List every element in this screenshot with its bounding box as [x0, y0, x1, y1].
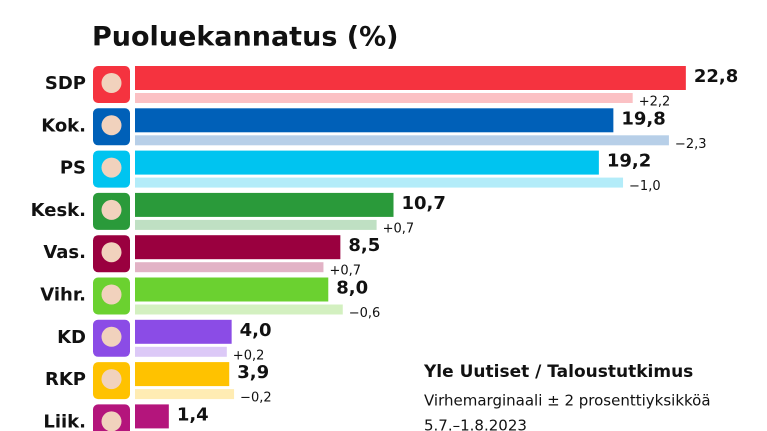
change-label: +0,7: [329, 264, 361, 279]
value-label: 1,4: [177, 404, 209, 425]
bar: [135, 66, 686, 90]
category-label: Vas.: [43, 242, 86, 263]
category-label: Kesk.: [31, 200, 86, 221]
change-label: −2,3: [675, 137, 707, 152]
portrait-face: [101, 411, 122, 431]
portrait-face: [101, 369, 122, 390]
previous-bar: [135, 93, 633, 103]
portrait-face: [101, 157, 122, 178]
change-label: +2,2: [639, 95, 671, 110]
portrait-face: [101, 73, 122, 93]
category-label: KD: [57, 327, 86, 348]
change-label: −0,6: [349, 306, 381, 321]
previous-bar: [135, 304, 343, 315]
bar: [135, 235, 341, 260]
bar: [135, 404, 169, 429]
category-label: Liik.: [43, 411, 86, 431]
previous-bar: [135, 135, 669, 146]
value-label: 4,0: [240, 320, 272, 341]
chart-title: Puoluekannatus (%): [92, 22, 399, 53]
change-label: −0,2: [240, 391, 272, 406]
category-label: Vihr.: [40, 285, 86, 306]
portrait-face: [101, 284, 122, 305]
bar: [135, 319, 232, 344]
value-label: 19,8: [621, 108, 665, 129]
bar: [135, 192, 394, 217]
change-label: +0,7: [383, 221, 415, 236]
category-label: Kok.: [41, 115, 86, 136]
value-label: 8,0: [336, 278, 368, 299]
portrait-face: [101, 242, 122, 263]
value-label: 22,8: [694, 66, 738, 87]
value-label: 19,2: [607, 151, 651, 172]
bar: [135, 108, 614, 133]
bar: [135, 362, 230, 387]
value-label: 8,5: [348, 235, 380, 256]
category-label: PS: [60, 158, 86, 179]
change-label: −1,0: [629, 179, 661, 194]
portrait-face: [101, 115, 122, 136]
source: Yle Uutiset / Taloustutkimus: [423, 362, 693, 382]
portrait-face: [101, 326, 122, 347]
previous-bar: [135, 389, 235, 400]
period: 5.7.–1.8.2023: [424, 417, 527, 431]
bar: [135, 150, 599, 175]
change-label: +0,2: [233, 348, 265, 363]
value-label: 3,9: [237, 362, 269, 383]
value-label: 10,7: [402, 193, 446, 214]
portrait-face: [101, 199, 122, 220]
previous-bar: [135, 177, 624, 188]
category-label: SDP: [45, 73, 86, 94]
bar: [135, 277, 329, 302]
margin-note: Virhemarginaali ± 2 prosenttiyksikköä: [424, 392, 711, 410]
previous-bar: [135, 219, 377, 230]
previous-bar: [135, 262, 324, 273]
category-label: RKP: [45, 369, 86, 390]
previous-bar: [135, 346, 227, 357]
